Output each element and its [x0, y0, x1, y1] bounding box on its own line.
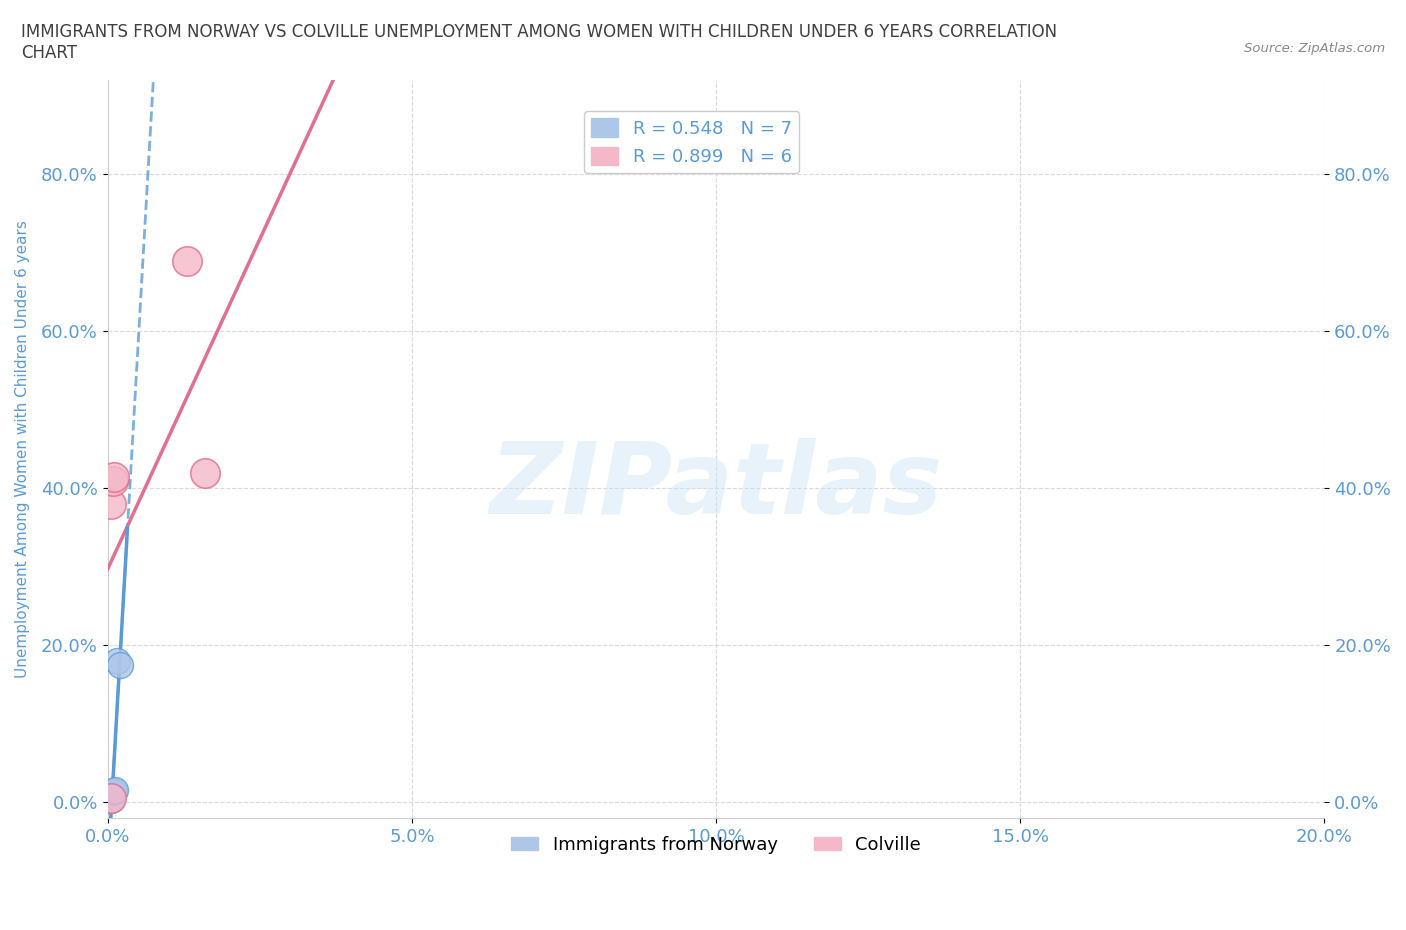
Point — [103, 469, 125, 484]
Point — [104, 782, 127, 797]
Y-axis label: Unemployment Among Women with Children Under 6 years: Unemployment Among Women with Children U… — [15, 220, 30, 678]
Point — [101, 785, 124, 800]
Point — [100, 792, 122, 807]
Text: IMMIGRANTS FROM NORWAY VS COLVILLE UNEMPLOYMENT AMONG WOMEN WITH CHILDREN UNDER : IMMIGRANTS FROM NORWAY VS COLVILLE UNEMP… — [21, 23, 1057, 62]
Point — [100, 791, 122, 806]
Point — [105, 654, 128, 669]
Point — [101, 473, 124, 488]
Point — [100, 497, 122, 512]
Legend: Immigrants from Norway, Colville: Immigrants from Norway, Colville — [503, 829, 928, 861]
Point — [103, 783, 125, 798]
Text: Source: ZipAtlas.com: Source: ZipAtlas.com — [1244, 42, 1385, 55]
Point — [176, 253, 198, 268]
Point — [100, 791, 122, 806]
Text: ZIPatlas: ZIPatlas — [489, 437, 942, 535]
Point — [108, 658, 131, 672]
Point — [194, 465, 217, 480]
